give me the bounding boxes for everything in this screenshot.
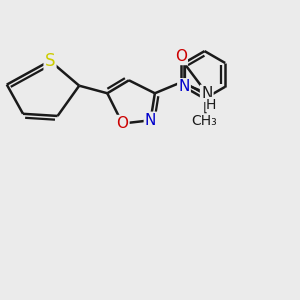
Text: N: N: [178, 79, 190, 94]
Text: N: N: [201, 86, 212, 101]
Text: S: S: [45, 52, 55, 70]
Text: O: O: [116, 116, 128, 131]
Text: H: H: [206, 98, 216, 112]
Text: O: O: [175, 49, 187, 64]
Text: CH₃: CH₃: [192, 114, 218, 128]
Text: N: N: [145, 113, 156, 128]
